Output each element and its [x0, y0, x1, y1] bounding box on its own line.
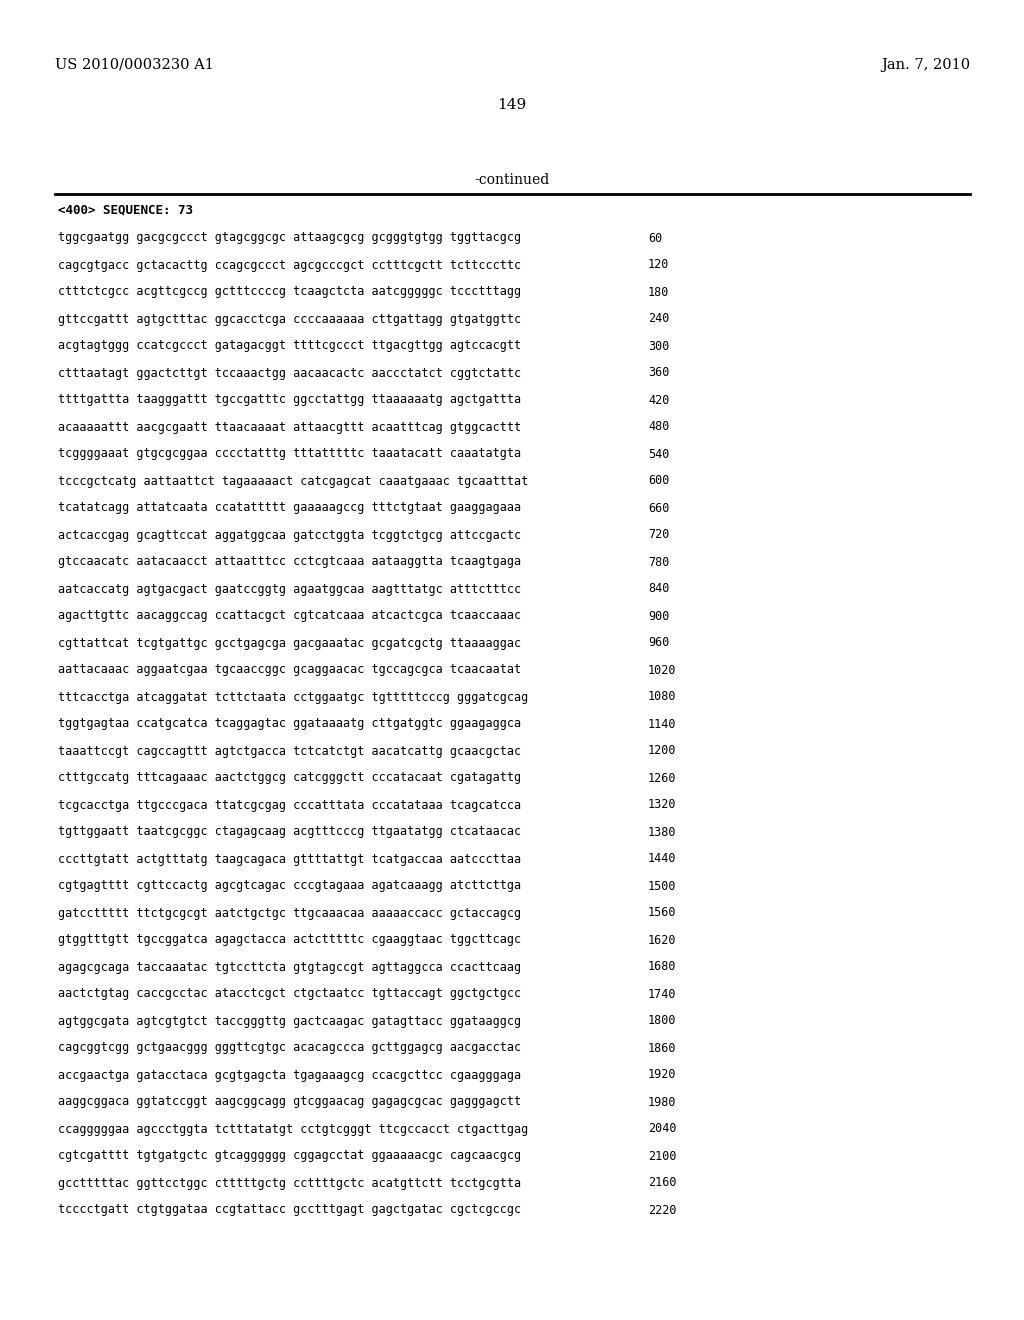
Text: agagcgcaga taccaaatac tgtccttcta gtgtagccgt agttaggcca ccacttcaag: agagcgcaga taccaaatac tgtccttcta gtgtagc… [58, 961, 521, 974]
Text: cagcgtgacc gctacacttg ccagcgccct agcgcccgct cctttcgctt tcttcccttc: cagcgtgacc gctacacttg ccagcgccct agcgccc… [58, 259, 521, 272]
Text: acgtagtggg ccatcgccct gatagacggt ttttcgccct ttgacgttgg agtccacgtt: acgtagtggg ccatcgccct gatagacggt ttttcgc… [58, 339, 521, 352]
Text: 1260: 1260 [648, 771, 677, 784]
Text: 420: 420 [648, 393, 670, 407]
Text: acaaaaattt aacgcgaatt ttaacaaaat attaacgttt acaatttcag gtggcacttt: acaaaaattt aacgcgaatt ttaacaaaat attaacg… [58, 421, 521, 433]
Text: tcgcacctga ttgcccgaca ttatcgcgag cccatttata cccatataaa tcagcatcca: tcgcacctga ttgcccgaca ttatcgcgag cccattt… [58, 799, 521, 812]
Text: ttttgattta taagggattt tgccgatttc ggcctattgg ttaaaaaatg agctgattta: ttttgattta taagggattt tgccgatttc ggcctat… [58, 393, 521, 407]
Text: 1380: 1380 [648, 825, 677, 838]
Text: 660: 660 [648, 502, 670, 515]
Text: gcctttttac ggttcctggc ctttttgctg ccttttgctc acatgttctt tcctgcgtta: gcctttttac ggttcctggc ctttttgctg ccttttg… [58, 1176, 521, 1189]
Text: ctttaatagt ggactcttgt tccaaactgg aacaacactc aaccctatct cggtctattc: ctttaatagt ggactcttgt tccaaactgg aacaaca… [58, 367, 521, 380]
Text: -continued: -continued [474, 173, 550, 187]
Text: tgttggaatt taatcgcggc ctagagcaag acgtttcccg ttgaatatgg ctcataacac: tgttggaatt taatcgcggc ctagagcaag acgtttc… [58, 825, 521, 838]
Text: 300: 300 [648, 339, 670, 352]
Text: 840: 840 [648, 582, 670, 595]
Text: 180: 180 [648, 285, 670, 298]
Text: cagcggtcgg gctgaacggg gggttcgtgc acacagccca gcttggagcg aacgacctac: cagcggtcgg gctgaacggg gggttcgtgc acacagc… [58, 1041, 521, 1055]
Text: 120: 120 [648, 259, 670, 272]
Text: agtggcgata agtcgtgtct taccgggttg gactcaagac gatagttacc ggataaggcg: agtggcgata agtcgtgtct taccgggttg gactcaa… [58, 1015, 521, 1027]
Text: tggcgaatgg gacgcgccct gtagcggcgc attaagcgcg gcgggtgtgg tggttacgcg: tggcgaatgg gacgcgccct gtagcggcgc attaagc… [58, 231, 521, 244]
Text: 1800: 1800 [648, 1015, 677, 1027]
Text: 2100: 2100 [648, 1150, 677, 1163]
Text: ccagggggaa agccctggta tctttatatgt cctgtcgggt ttcgccacct ctgacttgag: ccagggggaa agccctggta tctttatatgt cctgtc… [58, 1122, 528, 1135]
Text: 1680: 1680 [648, 961, 677, 974]
Text: 1020: 1020 [648, 664, 677, 676]
Text: 60: 60 [648, 231, 663, 244]
Text: 960: 960 [648, 636, 670, 649]
Text: 1080: 1080 [648, 690, 677, 704]
Text: 2160: 2160 [648, 1176, 677, 1189]
Text: aattacaaac aggaatcgaa tgcaaccggc gcaggaacac tgccagcgca tcaacaatat: aattacaaac aggaatcgaa tgcaaccggc gcaggaa… [58, 664, 521, 676]
Text: 149: 149 [498, 98, 526, 112]
Text: tcggggaaat gtgcgcggaa cccctatttg tttatttttc taaatacatt caaatatgta: tcggggaaat gtgcgcggaa cccctatttg tttattt… [58, 447, 521, 461]
Text: 1200: 1200 [648, 744, 677, 758]
Text: 1920: 1920 [648, 1068, 677, 1081]
Text: 600: 600 [648, 474, 670, 487]
Text: 1860: 1860 [648, 1041, 677, 1055]
Text: accgaactga gatacctaca gcgtgagcta tgagaaagcg ccacgcttcc cgaagggaga: accgaactga gatacctaca gcgtgagcta tgagaaa… [58, 1068, 521, 1081]
Text: tggtgagtaa ccatgcatca tcaggagtac ggataaaatg cttgatggtc ggaagaggca: tggtgagtaa ccatgcatca tcaggagtac ggataaa… [58, 718, 521, 730]
Text: aaggcggaca ggtatccggt aagcggcagg gtcggaacag gagagcgcac gagggagctt: aaggcggaca ggtatccggt aagcggcagg gtcggaa… [58, 1096, 521, 1109]
Text: 1500: 1500 [648, 879, 677, 892]
Text: aatcaccatg agtgacgact gaatccggtg agaatggcaa aagtttatgc atttctttcc: aatcaccatg agtgacgact gaatccggtg agaatgg… [58, 582, 521, 595]
Text: ctttgccatg tttcagaaac aactctggcg catcgggctt cccatacaat cgatagattg: ctttgccatg tttcagaaac aactctggcg catcggg… [58, 771, 521, 784]
Text: 240: 240 [648, 313, 670, 326]
Text: tcatatcagg attatcaata ccatattttt gaaaaagccg tttctgtaat gaaggagaaa: tcatatcagg attatcaata ccatattttt gaaaaag… [58, 502, 521, 515]
Text: 1740: 1740 [648, 987, 677, 1001]
Text: 1560: 1560 [648, 907, 677, 920]
Text: 1140: 1140 [648, 718, 677, 730]
Text: ctttctcgcc acgttcgccg gctttccccg tcaagctcta aatcgggggc tccctttagg: ctttctcgcc acgttcgccg gctttccccg tcaagct… [58, 285, 521, 298]
Text: 1620: 1620 [648, 933, 677, 946]
Text: agacttgttc aacaggccag ccattacgct cgtcatcaaa atcactcgca tcaaccaaac: agacttgttc aacaggccag ccattacgct cgtcatc… [58, 610, 521, 623]
Text: aactctgtag caccgcctac atacctcgct ctgctaatcc tgttaccagt ggctgctgcc: aactctgtag caccgcctac atacctcgct ctgctaa… [58, 987, 521, 1001]
Text: 1320: 1320 [648, 799, 677, 812]
Text: tttcacctga atcaggatat tcttctaata cctggaatgc tgtttttcccg gggatcgcag: tttcacctga atcaggatat tcttctaata cctggaa… [58, 690, 528, 704]
Text: cccttgtatt actgtttatg taagcagaca gttttattgt tcatgaccaa aatcccttaa: cccttgtatt actgtttatg taagcagaca gttttat… [58, 853, 521, 866]
Text: 720: 720 [648, 528, 670, 541]
Text: 1980: 1980 [648, 1096, 677, 1109]
Text: gtccaacatc aatacaacct attaatttcc cctcgtcaaa aataaggtta tcaagtgaga: gtccaacatc aatacaacct attaatttcc cctcgtc… [58, 556, 521, 569]
Text: 900: 900 [648, 610, 670, 623]
Text: 2220: 2220 [648, 1204, 677, 1217]
Text: tcccgctcatg aattaattct tagaaaaact catcgagcat caaatgaaac tgcaatttat: tcccgctcatg aattaattct tagaaaaact catcga… [58, 474, 528, 487]
Text: cgtcgatttt tgtgatgctc gtcagggggg cggagcctat ggaaaaacgc cagcaacgcg: cgtcgatttt tgtgatgctc gtcagggggg cggagcc… [58, 1150, 521, 1163]
Text: <400> SEQUENCE: 73: <400> SEQUENCE: 73 [58, 203, 193, 216]
Text: 2040: 2040 [648, 1122, 677, 1135]
Text: cgtgagtttt cgttccactg agcgtcagac cccgtagaaa agatcaaagg atcttcttga: cgtgagtttt cgttccactg agcgtcagac cccgtag… [58, 879, 521, 892]
Text: 540: 540 [648, 447, 670, 461]
Text: US 2010/0003230 A1: US 2010/0003230 A1 [55, 58, 214, 73]
Text: gttccgattt agtgctttac ggcacctcga ccccaaaaaa cttgattagg gtgatggttc: gttccgattt agtgctttac ggcacctcga ccccaaa… [58, 313, 521, 326]
Text: gtggtttgtt tgccggatca agagctacca actctttttc cgaaggtaac tggcttcagc: gtggtttgtt tgccggatca agagctacca actcttt… [58, 933, 521, 946]
Text: gatccttttt ttctgcgcgt aatctgctgc ttgcaaacaa aaaaaccacc gctaccagcg: gatccttttt ttctgcgcgt aatctgctgc ttgcaaa… [58, 907, 521, 920]
Text: 360: 360 [648, 367, 670, 380]
Text: 780: 780 [648, 556, 670, 569]
Text: cgttattcat tcgtgattgc gcctgagcga gacgaaatac gcgatcgctg ttaaaaggac: cgttattcat tcgtgattgc gcctgagcga gacgaaa… [58, 636, 521, 649]
Text: actcaccgag gcagttccat aggatggcaa gatcctggta tcggtctgcg attccgactc: actcaccgag gcagttccat aggatggcaa gatcctg… [58, 528, 521, 541]
Text: 1440: 1440 [648, 853, 677, 866]
Text: 480: 480 [648, 421, 670, 433]
Text: Jan. 7, 2010: Jan. 7, 2010 [881, 58, 970, 73]
Text: taaattccgt cagccagttt agtctgacca tctcatctgt aacatcattg gcaacgctac: taaattccgt cagccagttt agtctgacca tctcatc… [58, 744, 521, 758]
Text: tcccctgatt ctgtggataa ccgtattacc gcctttgagt gagctgatac cgctcgccgc: tcccctgatt ctgtggataa ccgtattacc gcctttg… [58, 1204, 521, 1217]
